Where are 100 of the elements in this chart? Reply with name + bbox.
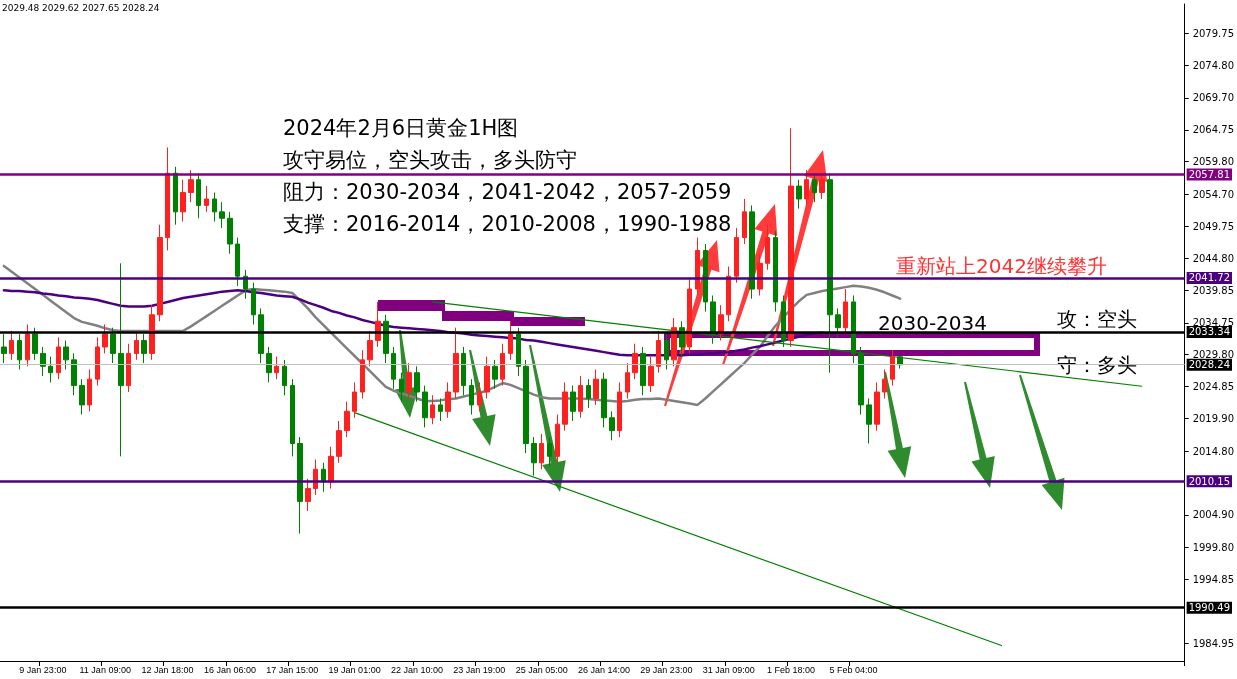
- candlestick: [204, 185, 209, 213]
- candlestick: [430, 394, 435, 425]
- candlestick: [32, 327, 38, 361]
- candlestick: [445, 381, 451, 419]
- candlestick: [102, 323, 108, 354]
- x-tick-label: 22 Jan 10:00: [390, 664, 443, 675]
- y-tick-label: 2059.80: [1192, 156, 1235, 168]
- candlestick: [290, 378, 295, 457]
- candlestick: [360, 349, 365, 399]
- candlestick: [734, 227, 739, 284]
- y-tick-label: 2004.90: [1192, 509, 1235, 521]
- candlestick: [391, 346, 396, 390]
- x-tick-label: 16 Jan 06:00: [203, 664, 256, 675]
- y-tick-label: 2014.80: [1192, 445, 1235, 457]
- annotation: 2030-2034: [878, 311, 988, 335]
- candlestick: [266, 346, 272, 383]
- candlestick: [336, 420, 342, 464]
- candlestick: [212, 192, 217, 222]
- candlestick: [609, 410, 615, 441]
- x-tick-label: 26 Jan 14:00: [577, 664, 631, 675]
- candlestick: [251, 282, 256, 325]
- candlestick: [601, 372, 607, 428]
- candlestick: [586, 378, 591, 409]
- candlestick: [726, 266, 731, 322]
- candlestick: [297, 436, 303, 535]
- x-tick-label: 25 Jan 05:00: [515, 664, 568, 675]
- candlestick: [570, 385, 576, 422]
- candlestick: [258, 307, 264, 364]
- candlestick: [469, 378, 474, 416]
- candlestick: [516, 327, 521, 377]
- candlestick: [500, 343, 505, 387]
- candlestick: [484, 356, 490, 399]
- candlestick: [671, 317, 677, 367]
- candlestick: [648, 356, 654, 393]
- ref-line-label: 2033.34: [1188, 326, 1231, 338]
- annotation: 攻：空头: [1057, 306, 1137, 333]
- y-tick-label: 2034.75: [1192, 317, 1235, 329]
- candlestick: [539, 433, 544, 470]
- candlestick: [141, 333, 147, 364]
- candlestick: [492, 359, 498, 390]
- candlestick: [555, 414, 560, 464]
- candlestick: [173, 166, 178, 226]
- ref-line-label: 1990.49: [1188, 602, 1231, 614]
- candlestick: [788, 127, 794, 348]
- candlestick: [63, 340, 69, 370]
- x-tick-label: 29 Jan 23:00: [640, 664, 693, 675]
- candlestick: [406, 362, 412, 399]
- candlestick: [523, 359, 529, 454]
- annotation: 2029.48 2029.62 2027.65 2028.24: [2, 3, 160, 13]
- candlestick: [773, 230, 778, 313]
- candlestick: [593, 369, 599, 406]
- candlestick: [344, 401, 350, 438]
- candlestick: [765, 224, 770, 271]
- candlestick: [703, 243, 708, 313]
- y-tick-label: 2064.75: [1192, 124, 1235, 136]
- candlestick: [235, 237, 240, 287]
- candlestick: [180, 179, 186, 222]
- candlestick: [149, 304, 155, 361]
- candlestick: [461, 346, 466, 396]
- x-tick-label: 9 Jan 23:00: [19, 664, 67, 675]
- candlestick: [874, 381, 880, 432]
- candlestick: [126, 343, 131, 393]
- candlestick: [508, 320, 513, 361]
- candlestick: [157, 224, 163, 322]
- candlestick: [804, 169, 809, 206]
- y-tick-label: 2049.75: [1192, 220, 1235, 232]
- candlestick: [48, 356, 53, 383]
- annotation: 重新站上2042继续攀升: [896, 253, 1107, 280]
- candlestick: [71, 352, 77, 396]
- ref-line-label: 2010.15: [1188, 475, 1231, 487]
- candlestick: [531, 436, 537, 477]
- candlestick: [17, 333, 22, 370]
- candlestick: [477, 381, 482, 412]
- candlestick: [165, 147, 170, 251]
- candlestick: [383, 314, 389, 364]
- text: 2024年2月6日黄金1H图: [283, 115, 519, 142]
- y-tick-label: 1984.95: [1192, 637, 1235, 649]
- candlestick: [40, 346, 46, 377]
- y-tick-label: 2029.80: [1192, 349, 1235, 361]
- x-tick-label: 17 Jan 15:00: [266, 664, 319, 675]
- candlestick: [219, 201, 225, 229]
- x-tick-label: 23 Jan 19:00: [453, 664, 506, 675]
- candlestick: [422, 385, 428, 428]
- y-tick-label: 2039.85: [1192, 284, 1235, 296]
- candlestick: [274, 356, 279, 380]
- x-tick-label: 12 Jan 18:00: [141, 664, 194, 675]
- candlestick: [695, 237, 700, 296]
- candlestick: [95, 336, 100, 387]
- text: 攻守易位，空头攻击，多头防守: [283, 147, 577, 174]
- y-tick-label: 2079.75: [1192, 27, 1235, 39]
- candlestick: [188, 169, 194, 203]
- candlestick: [796, 179, 802, 210]
- y-tick-label: 2024.85: [1192, 381, 1235, 393]
- candlestick: [640, 346, 646, 396]
- candlestick: [882, 369, 887, 399]
- candlestick: [578, 375, 583, 419]
- y-tick-label: 2019.90: [1192, 412, 1235, 424]
- candlestick: [352, 381, 357, 419]
- x-tick-label: 1 Feb 18:00: [767, 664, 816, 675]
- x-tick-label: 5 Feb 04:00: [829, 664, 878, 675]
